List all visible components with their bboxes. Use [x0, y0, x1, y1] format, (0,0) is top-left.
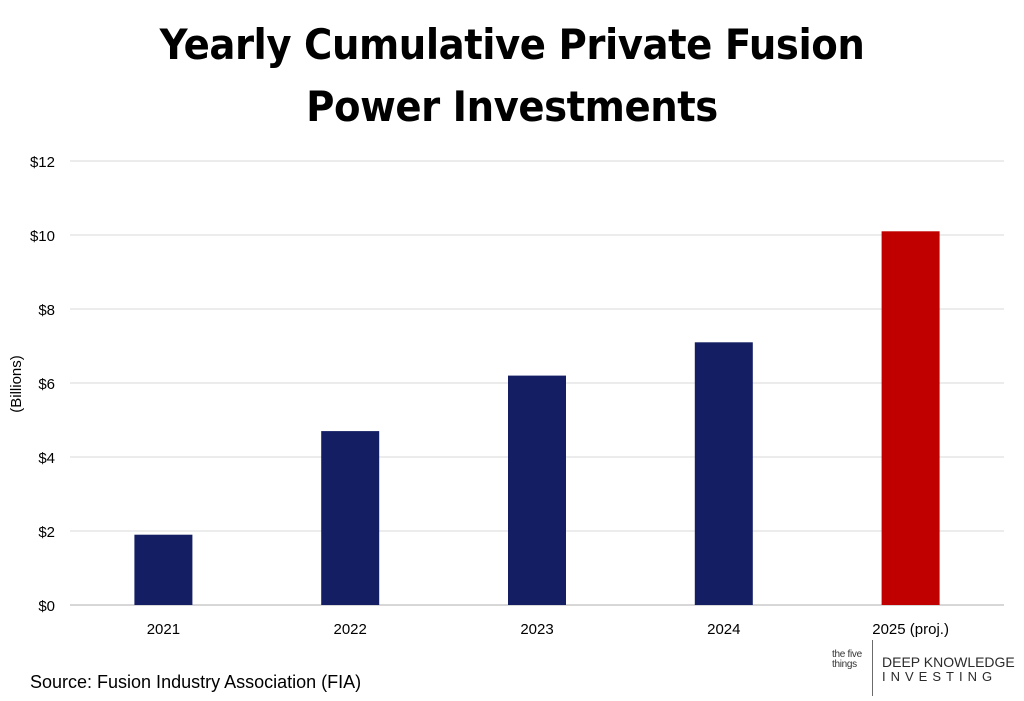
source-note: Source: Fusion Industry Association (FIA…	[30, 672, 362, 692]
y-tick-label: $10	[30, 228, 55, 245]
logo-brand-line-1: DEEP KNOWLEDGE	[882, 654, 1015, 670]
chart-title-line-1: Yearly Cumulative Private Fusion	[159, 20, 865, 69]
y-tick-label: $2	[38, 524, 55, 541]
logo-brand-line-2: INVESTING	[882, 669, 998, 684]
x-tick-label: 2022	[334, 621, 367, 638]
y-tick-label: $4	[38, 450, 55, 467]
y-tick-label: $6	[38, 376, 55, 393]
y-tick-label: $8	[38, 302, 55, 319]
brand-logo: the five things DEEP KNOWLEDGE INVESTING	[826, 640, 1016, 696]
chart-title: Yearly Cumulative Private Fusion Power I…	[41, 14, 983, 138]
bar	[881, 231, 940, 606]
bar-chart: $0 $2 $4 $6 $8 $10 $12 2021 2022 2023 2024 2025 (pr…	[8, 154, 1004, 638]
bar	[508, 375, 566, 605]
logo-small-text: the five things	[832, 649, 862, 670]
y-tick-label: $12	[30, 154, 55, 171]
bar	[321, 431, 380, 605]
x-tick-label: 2024	[707, 621, 740, 638]
x-tick-label: 2021	[147, 621, 180, 638]
chart-title-line-2: Power Investments	[306, 82, 718, 131]
y-axis-label: (Billions)	[8, 355, 25, 413]
bar	[694, 342, 753, 605]
bar	[134, 534, 193, 605]
x-tick-label: 2025 (proj.)	[872, 621, 949, 638]
x-tick-label: 2023	[520, 621, 553, 638]
logo-divider	[872, 640, 873, 696]
y-tick-label: $0	[38, 598, 55, 615]
